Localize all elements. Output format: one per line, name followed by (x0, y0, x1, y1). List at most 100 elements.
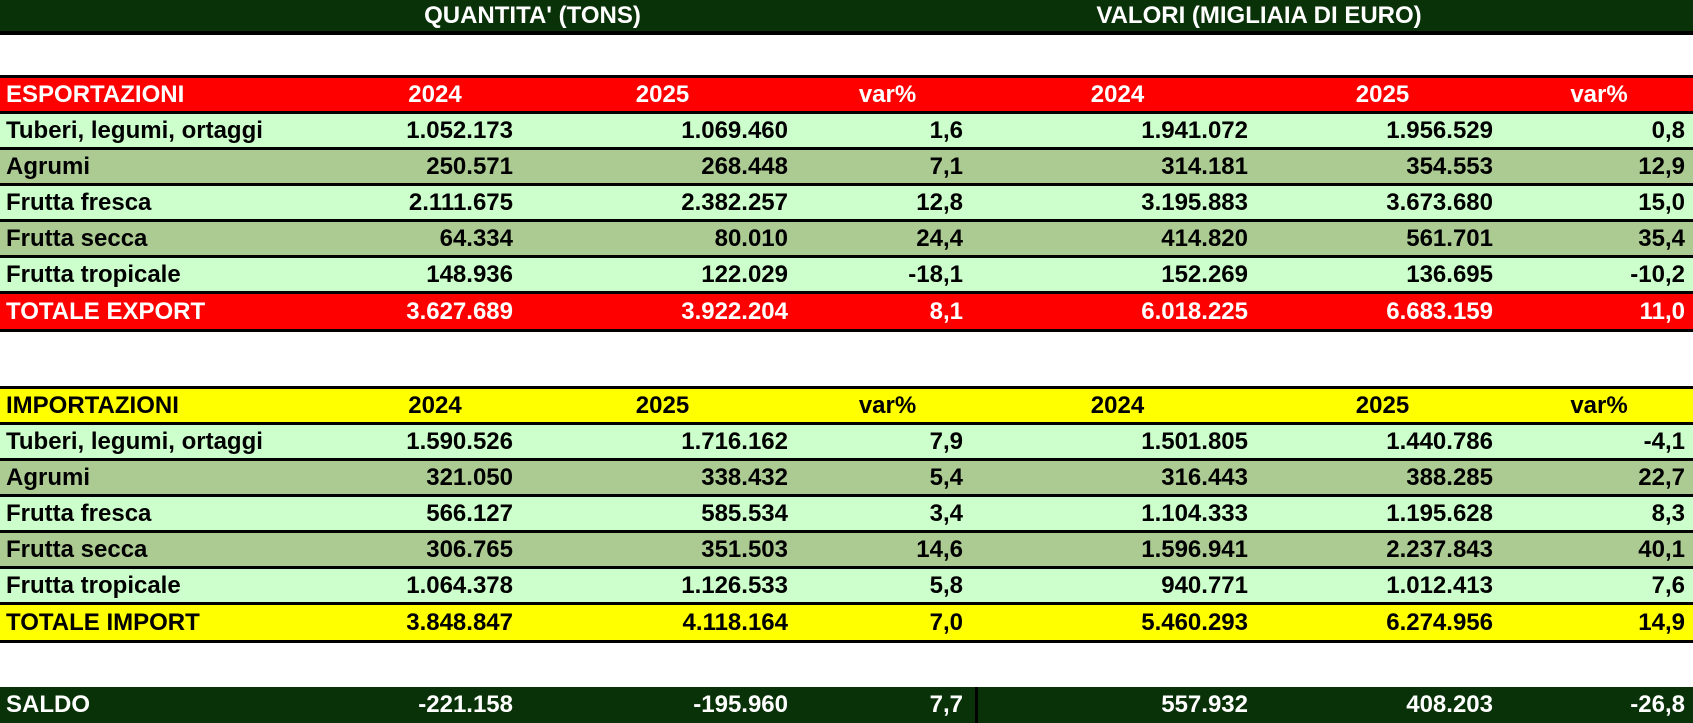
spacer (0, 35, 1693, 75)
table-row: Agrumi 321.050 338.432 5,4 316.443 388.2… (0, 461, 1693, 497)
value-cell: 3.848.847 (406, 608, 513, 636)
column-header-val-2025: 2025 (1355, 391, 1410, 419)
value-cell: 940.771 (1161, 571, 1248, 599)
value-cell: 3.673.680 (1386, 188, 1493, 216)
value-cell: 2.382.257 (681, 188, 788, 216)
value-cell: -221.158 (418, 691, 513, 718)
value-cell: 2.111.675 (408, 188, 513, 216)
table-row: Tuberi, legumi, ortaggi 1.590.526 1.716.… (0, 425, 1693, 461)
total-label: TOTALE EXPORT (6, 297, 206, 325)
import-total-row: TOTALE IMPORT 3.848.847 4.118.164 7,0 5.… (0, 605, 1693, 643)
value-cell: 314.181 (1161, 152, 1248, 180)
value-cell: 1.052.173 (406, 116, 513, 144)
table-row: Frutta fresca 566.127 585.534 3,4 1.104.… (0, 497, 1693, 533)
value-cell: 268.448 (701, 152, 788, 180)
table-title-bar: QUANTITA' (TONS) VALORI (MIGLIAIA DI EUR… (0, 0, 1693, 35)
value-cell: 7,7 (929, 691, 963, 718)
table-row: Frutta tropicale 148.936 122.029 -18,1 1… (0, 258, 1693, 294)
value-cell: 250.571 (426, 152, 513, 180)
value-cell: 1.941.072 (1141, 116, 1248, 144)
value-cell: 1.126.533 (681, 571, 788, 599)
value-cell: 414.820 (1161, 224, 1248, 252)
value-cell: 1,6 (929, 116, 963, 144)
value-cell: 561.701 (1406, 224, 1493, 252)
value-cell: 1.716.162 (681, 427, 788, 455)
row-label: Agrumi (6, 152, 90, 180)
value-cell: 4.118.164 (682, 608, 788, 636)
value-cell: 7,0 (929, 608, 963, 636)
saldo-row: SALDO -221.158 -195.960 7,7 557.932 408.… (0, 687, 1693, 723)
value-cell: 585.534 (701, 499, 788, 527)
value-cell: 1.590.526 (406, 427, 513, 455)
value-cell: 7,9 (929, 427, 963, 455)
value-cell: 316.443 (1161, 463, 1248, 491)
row-label: Agrumi (6, 463, 90, 491)
column-header-qty-2025: 2025 (635, 391, 690, 419)
value-cell: 14,9 (1638, 608, 1685, 636)
spacer (0, 332, 1693, 386)
column-header-qty-var: var% (858, 391, 917, 419)
quantity-group-title: QUANTITA' (TONS) (424, 1, 641, 29)
value-cell: 0,8 (1651, 116, 1685, 144)
value-cell: 1.195.628 (1386, 499, 1493, 527)
column-header-qty-2024: 2024 (408, 391, 462, 419)
row-label: Tuberi, legumi, ortaggi (6, 427, 263, 455)
value-cell: 5,4 (929, 463, 963, 491)
value-cell: 1.956.529 (1386, 116, 1493, 144)
column-header-qty-var: var% (858, 80, 917, 108)
value-cell: 1.501.805 (1141, 427, 1248, 455)
column-header-val-2024: 2024 (1090, 391, 1145, 419)
value-cell: 152.269 (1161, 260, 1248, 288)
column-header-val-var: var% (1570, 391, 1628, 419)
value-cell: 3.627.689 (406, 297, 513, 325)
row-label: Frutta tropicale (6, 571, 181, 599)
saldo-label: SALDO (6, 691, 90, 718)
export-section-label: ESPORTAZIONI (6, 80, 185, 108)
value-cell: 64.334 (439, 224, 513, 252)
value-cell: 8,1 (929, 297, 963, 325)
value-cell: 5.460.293 (1141, 608, 1248, 636)
table-row: Frutta tropicale 1.064.378 1.126.533 5,8… (0, 569, 1693, 605)
value-cell: 6.274.956 (1386, 608, 1493, 636)
import-header-row: IMPORTAZIONI 2024 2025 var% 2024 2025 va… (0, 386, 1693, 425)
row-label: Tuberi, legumi, ortaggi (6, 116, 263, 144)
row-label: Frutta fresca (6, 499, 152, 527)
values-group-title: VALORI (MIGLIAIA DI EURO) (1096, 1, 1422, 29)
value-cell: 40,1 (1638, 535, 1685, 563)
value-cell: 557.932 (975, 687, 1260, 723)
value-cell: 8,3 (1651, 499, 1685, 527)
row-label: Frutta tropicale (6, 260, 181, 288)
import-section-label: IMPORTAZIONI (6, 391, 179, 419)
value-cell: 3.195.883 (1141, 188, 1248, 216)
export-total-row: TOTALE EXPORT 3.627.689 3.922.204 8,1 6.… (0, 294, 1693, 332)
value-cell: 3.922.204 (681, 297, 788, 325)
value-cell: 306.765 (426, 535, 513, 563)
column-header-val-2025: 2025 (1355, 80, 1410, 108)
value-cell: 14,6 (916, 535, 963, 563)
value-cell: 388.285 (1406, 463, 1493, 491)
value-cell: 1.104.333 (1141, 499, 1248, 527)
column-header-val-var: var% (1570, 80, 1628, 108)
value-cell: 1.069.460 (681, 116, 788, 144)
column-header-val-2024: 2024 (1090, 80, 1145, 108)
value-cell: 2.237.843 (1386, 535, 1493, 563)
value-cell: 338.432 (701, 463, 788, 491)
row-label: Frutta secca (6, 535, 148, 563)
value-cell: 1.012.413 (1386, 571, 1493, 599)
value-cell: 6.018.225 (1141, 297, 1248, 325)
value-cell: 80.010 (714, 224, 788, 252)
value-cell: 136.695 (1406, 260, 1493, 288)
value-cell: 3,4 (929, 499, 963, 527)
value-cell: -10,2 (1630, 260, 1685, 288)
value-cell: 351.503 (701, 535, 788, 563)
value-cell: 148.936 (426, 260, 513, 288)
value-cell: 22,7 (1638, 463, 1685, 491)
row-label: Frutta secca (6, 224, 148, 252)
value-cell: -4,1 (1643, 427, 1685, 455)
table-row: Tuberi, legumi, ortaggi 1.052.173 1.069.… (0, 114, 1693, 150)
value-cell: 24,4 (916, 224, 963, 252)
value-cell: 35,4 (1638, 224, 1685, 252)
value-cell: -26,8 (1630, 691, 1685, 718)
value-cell: 1.596.941 (1141, 535, 1248, 563)
total-label: TOTALE IMPORT (6, 608, 200, 636)
